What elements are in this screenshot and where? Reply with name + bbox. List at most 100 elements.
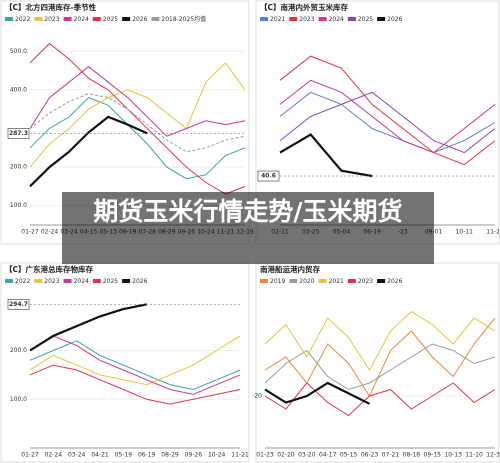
legend-swatch [347,279,356,283]
marker-label: 40.6 [261,173,276,180]
x-tick-label: 10-24 [208,452,226,459]
legend-swatch [260,279,268,283]
panel-title: 【C】南港内外贸玉米库存 [260,2,349,12]
marker-box [257,170,280,182]
legend-label: 2023 [358,278,373,285]
x-tick-label: 04-17 [319,452,337,459]
y-tick-label: -20 [252,393,262,400]
legend-label: 2024 [329,16,344,23]
y-tick-label: 200.0 [10,164,27,171]
y-tick-label: 100.0 [10,396,27,403]
x-tick-label: 06-23 [361,452,379,459]
marker-box [7,299,30,310]
legend-label: 2021 [270,16,285,23]
legend-label: 2022 [15,278,30,285]
series-line [29,115,148,188]
marker-box [7,128,30,139]
y-tick-label: 200.0 [10,347,27,354]
legend-swatch [63,17,72,21]
legend-label: 2024 [74,278,89,285]
panel-title: 【C】广东港总库存物库存 [5,264,94,274]
x-tick-label: 06-19 [138,452,156,459]
series-line [279,55,496,166]
panel-title: 南港船运港内贸存 [260,264,320,274]
legend-swatch [151,17,160,21]
series-line [279,91,496,154]
series-line [29,62,246,168]
legend-swatch [34,17,43,21]
x-tick-label: 02-24 [41,229,59,236]
legend-swatch [318,279,327,283]
legend-label: 2020 [299,278,314,285]
legend-label: 2018-2025均值 [161,15,206,23]
legend-label: 2023 [44,278,59,285]
series-line [264,343,496,391]
legend-label: 2023 [44,16,59,23]
series-line [29,93,246,153]
legend-swatch [122,279,131,283]
marker-label: 294.7 [9,301,28,308]
x-tick-label: 01-27 [21,229,39,236]
legend-label: 2025 [358,16,373,23]
x-tick-label: 08-29 [161,452,179,459]
x-tick-label: 01-27 [21,452,39,459]
legend-label: 2026 [132,278,147,285]
x-tick-label: 02-24 [45,452,63,459]
legend-swatch [122,17,131,21]
legend-label: 2025 [103,16,118,23]
x-tick-label: 07-21 [382,452,400,459]
series-line [279,79,496,154]
marker-label: 287.3 [9,130,28,137]
legend-label: 2023 [299,16,314,23]
legend-label: 2026 [132,16,147,23]
legend-swatch [92,17,101,21]
y-tick-label: 500.0 [10,48,27,55]
legend-label: 2021 [329,278,344,285]
legend-swatch [34,279,43,283]
legend-swatch [289,279,298,283]
x-tick-label: 05-19 [115,452,133,459]
x-tick-label: 03-24 [68,452,86,459]
series-line [29,303,147,352]
panel-title: 【C】北方四港库存-季节性 [5,2,97,12]
x-tick-label: 08-18 [403,452,421,459]
legend-swatch [377,17,386,21]
overlay-title: 期货玉米行情走势/玉米期货 [62,192,434,264]
series-line [29,364,241,405]
series-line [279,133,373,178]
legend-swatch [289,17,298,21]
series-line [264,317,496,398]
legend-label: 2025 [103,278,118,285]
x-tick-label: 12-31 [486,452,500,459]
legend-swatch [63,279,72,283]
legend-swatch [377,279,386,283]
x-tick-label: 10-13 [444,452,462,459]
y-tick-label: 100.0 [10,202,27,209]
series-line [29,97,246,180]
legend-swatch [318,17,327,21]
x-tick-label: 09-26 [185,452,203,459]
x-tick-label: 01-23 [256,452,274,459]
legend-swatch [5,279,13,283]
series-line [29,335,241,395]
series-line [29,66,246,137]
x-tick-label: 09-15 [424,452,442,459]
legend-swatch [92,279,101,283]
series-line [264,382,496,417]
x-tick-label: 10-11 [456,229,474,236]
x-tick-label: 04-21 [91,452,109,459]
series-line [29,335,241,386]
x-tick-label: 11-21 [231,452,249,459]
legend-label: 2026 [387,278,402,285]
x-tick-label: 02-20 [277,452,295,459]
panel [0,262,250,463]
legend-label: 2024 [74,16,89,23]
panel [255,262,500,463]
legend-label: 2026 [387,16,402,23]
legend-label: 2019 [270,278,285,285]
series-line [29,340,241,391]
legend-swatch [5,17,13,21]
legend-swatch [347,17,356,21]
